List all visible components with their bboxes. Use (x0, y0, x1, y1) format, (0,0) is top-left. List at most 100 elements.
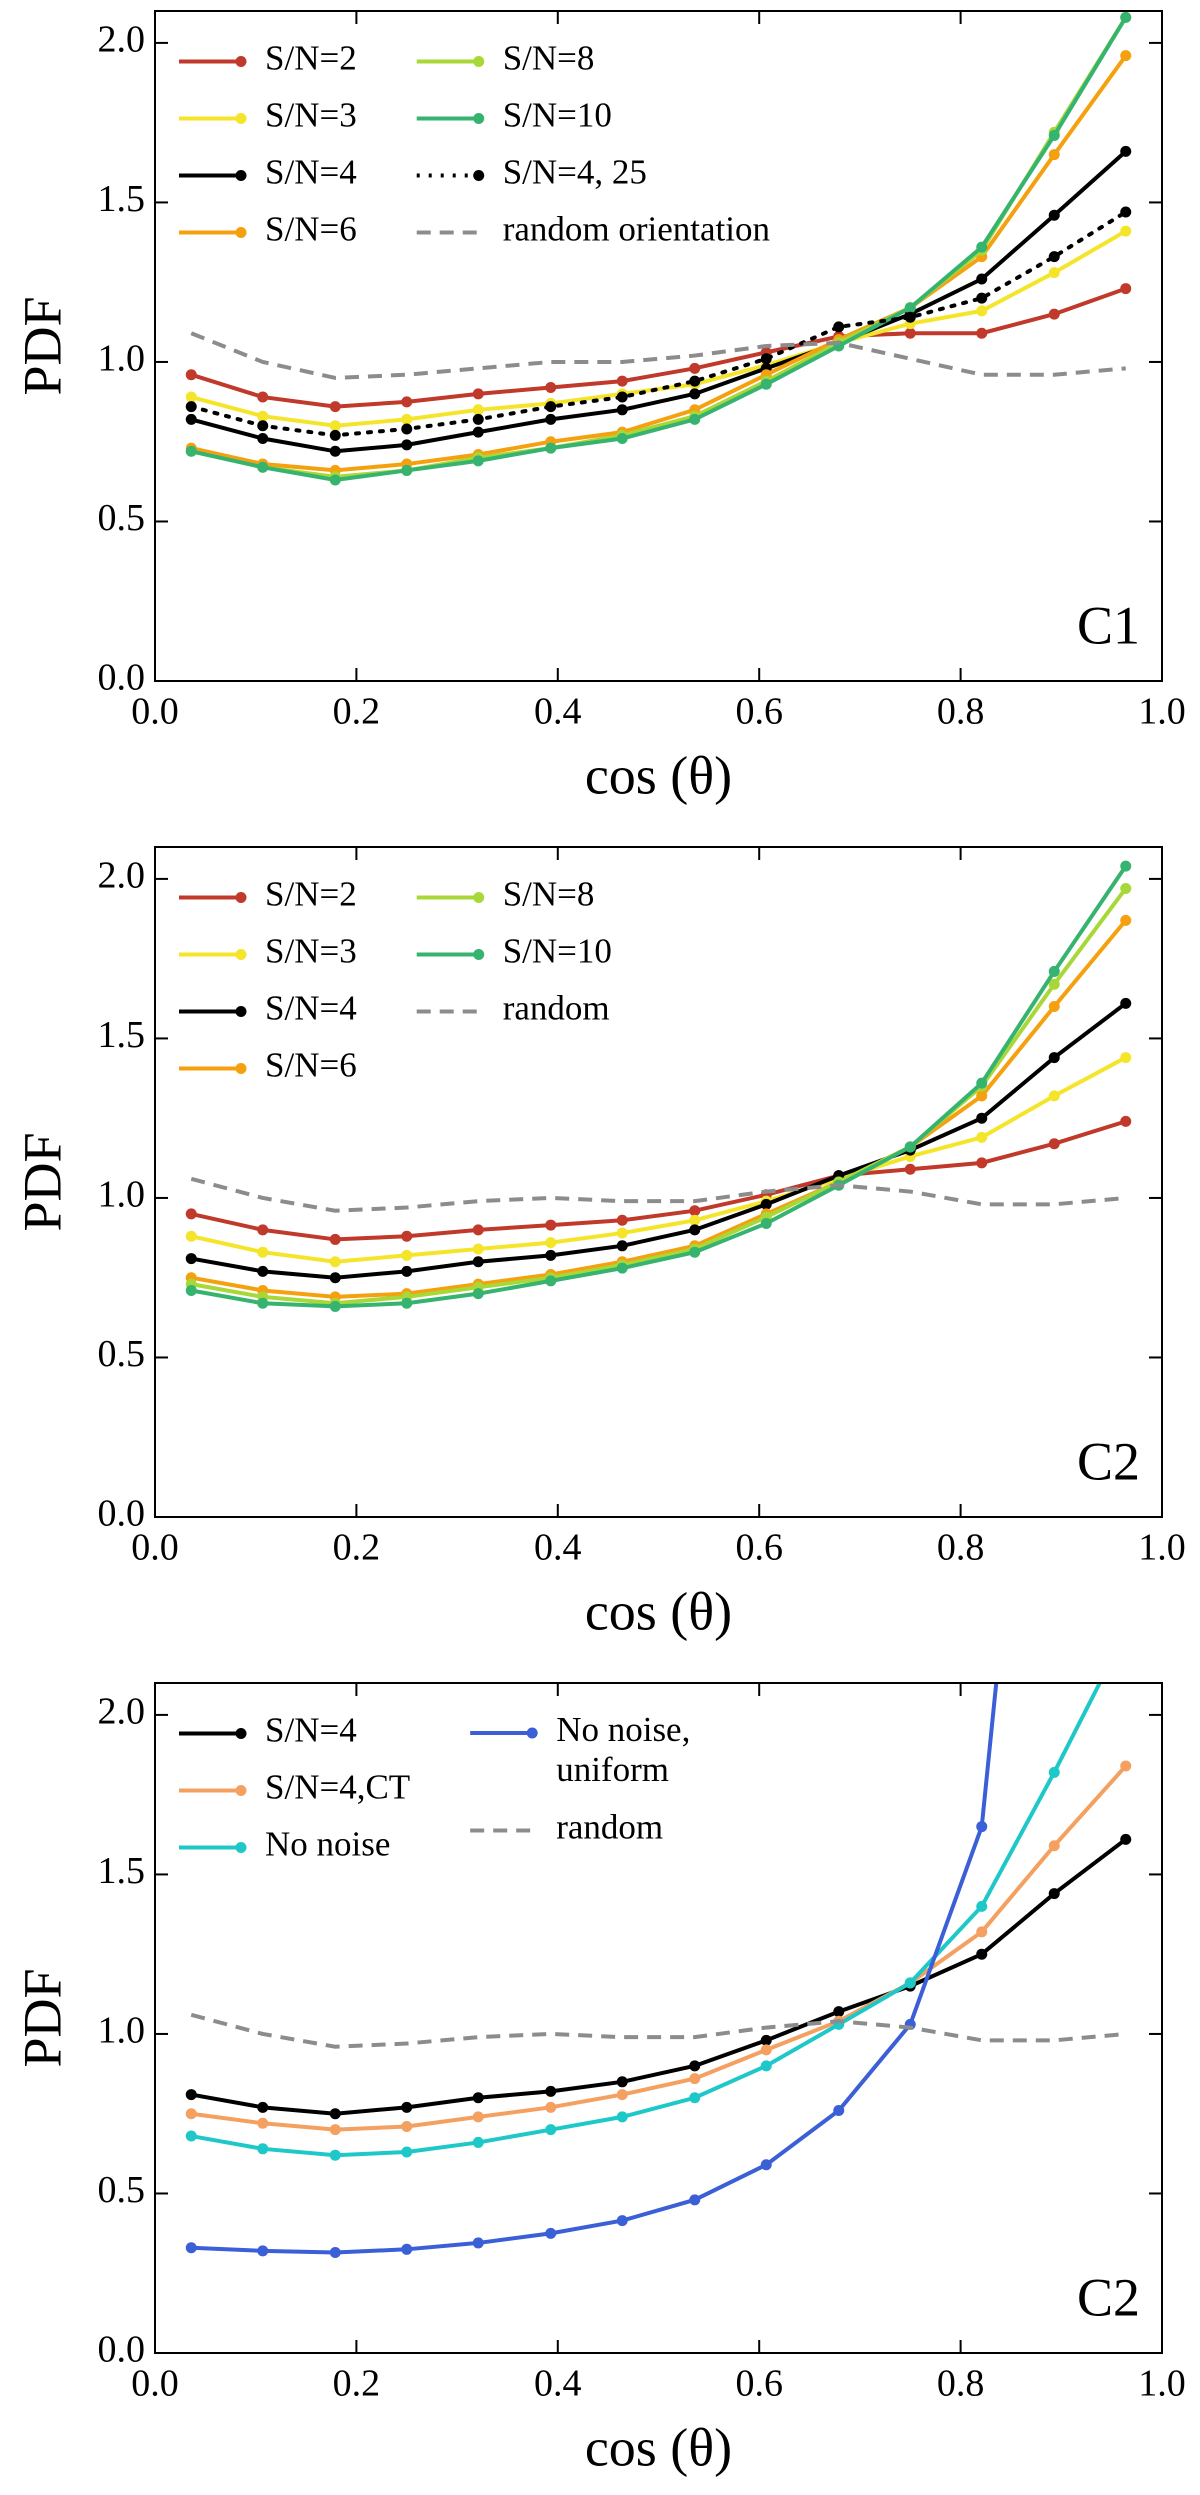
point (689, 413, 701, 425)
legend-label: S/N=10 (503, 932, 612, 971)
point (545, 381, 557, 393)
point (1120, 1760, 1132, 1772)
point (833, 2006, 845, 2018)
point (904, 1141, 916, 1153)
series-line (190, 149, 1128, 454)
legend-label: S/N=6 (265, 210, 357, 249)
point (976, 1090, 988, 1102)
point (976, 1821, 988, 1833)
point (689, 2060, 701, 2072)
point (257, 2117, 269, 2129)
point (401, 1265, 413, 1277)
point (257, 1297, 269, 1309)
point (689, 1224, 701, 1236)
point (616, 2215, 628, 2227)
point (185, 401, 197, 413)
point (257, 410, 269, 422)
panel-label: C1 (1077, 595, 1140, 655)
point (616, 1214, 628, 1226)
y-axis-label: PDF (12, 1132, 72, 1231)
point (257, 1246, 269, 1258)
series-line (190, 1837, 1127, 2116)
point (257, 2143, 269, 2155)
point (976, 1926, 988, 1938)
point (616, 1227, 628, 1239)
point (401, 423, 413, 435)
x-tick-label: 0.2 (333, 691, 381, 733)
point (689, 2073, 701, 2085)
series-line (190, 1119, 1127, 1242)
legend-label: S/N=4, 25 (503, 153, 647, 192)
x-tick-label: 0.8 (937, 1527, 985, 1569)
point (1120, 860, 1132, 872)
point (976, 305, 988, 317)
y-tick-label: 2.0 (98, 19, 146, 61)
point (185, 2242, 197, 2254)
point (401, 413, 413, 425)
x-tick-label: 1.0 (1138, 1527, 1186, 1569)
x-tick-label: 0.6 (735, 2363, 783, 2405)
point (689, 1246, 701, 1258)
point (689, 1214, 701, 1226)
x-tick-label: 0.8 (937, 691, 985, 733)
series-line (190, 286, 1127, 409)
series-line (190, 16, 1128, 483)
point (616, 391, 628, 403)
legend-marker (235, 1785, 247, 1796)
point (545, 2124, 557, 2136)
point (1048, 1052, 1060, 1064)
point (329, 445, 341, 457)
point (329, 2124, 341, 2136)
point (401, 464, 413, 476)
point (329, 2108, 341, 2120)
legend-marker (473, 113, 485, 124)
point (760, 378, 772, 390)
series-line (189, 210, 1128, 438)
point (329, 1272, 341, 1284)
series-line (190, 54, 1128, 473)
point (401, 1297, 413, 1309)
point (401, 439, 413, 451)
legend-label: random orientation (503, 210, 770, 249)
y-axis-label: PDF (12, 296, 72, 395)
legend-marker (235, 949, 247, 960)
point (976, 241, 988, 253)
point (185, 2089, 197, 2101)
point (185, 1253, 197, 1265)
point (401, 2120, 413, 2132)
x-tick-label: 0.0 (131, 1527, 179, 1569)
point (257, 2245, 269, 2257)
point (185, 2130, 197, 2142)
point (1120, 50, 1132, 62)
x-axis-label: cos (θ) (585, 1581, 732, 1641)
point (904, 1163, 916, 1175)
point (545, 401, 557, 413)
legend-label: S/N=3 (265, 932, 357, 971)
series-line (190, 2012, 1126, 2049)
series-line (190, 1001, 1127, 1280)
legend-marker (473, 949, 485, 960)
point (329, 420, 341, 432)
point (616, 1262, 628, 1274)
point (904, 1977, 916, 1989)
point (185, 1208, 197, 1220)
point (689, 2194, 701, 2206)
legend-label: S/N=10 (503, 96, 612, 135)
point (185, 369, 197, 381)
x-tick-label: 0.0 (131, 2363, 179, 2405)
point (760, 1217, 772, 1229)
series-line (190, 1683, 1102, 2158)
point (545, 1237, 557, 1249)
legend-marker (235, 892, 247, 903)
point (401, 2146, 413, 2158)
point (472, 2136, 484, 2148)
series-line (190, 331, 1126, 380)
series-line (191, 1683, 999, 2255)
legend-marker (235, 1063, 247, 1074)
point (329, 401, 341, 413)
legend-label: No noise, uniform (556, 1710, 690, 1789)
legend-marker (235, 56, 247, 67)
x-tick-label: 0.4 (534, 2363, 582, 2405)
point (1048, 1138, 1060, 1150)
point (689, 2092, 701, 2104)
